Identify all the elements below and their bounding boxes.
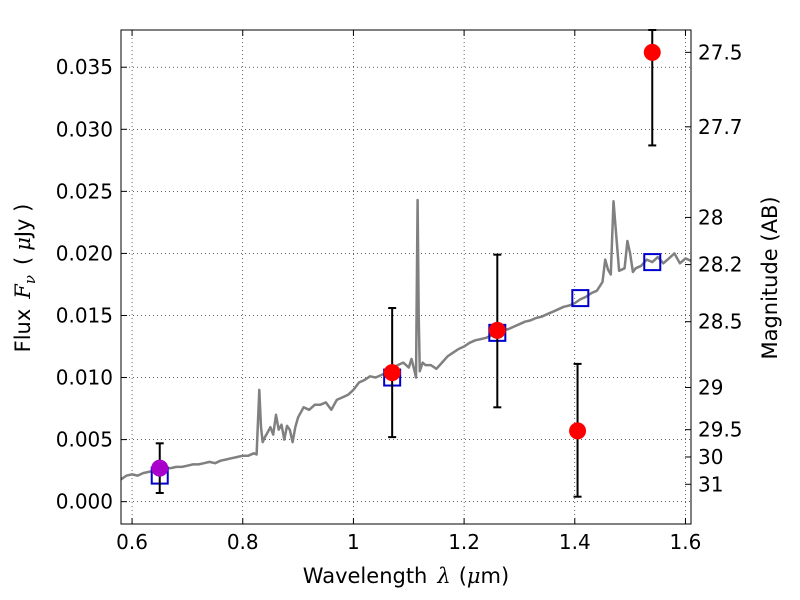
y-tick-label: 0.015: [56, 303, 113, 327]
y-axis-label: FluxFν(μJy ): [11, 204, 39, 353]
y-tick-label: 0.020: [56, 241, 113, 265]
x-axis-label: Wavelength λ (μm): [303, 564, 509, 588]
y2-axis-label: Magnitude (AB): [758, 196, 782, 359]
y2-tick-label: 29: [698, 375, 723, 399]
observed-point: [488, 321, 506, 339]
x-tick-label: 1.6: [670, 530, 702, 554]
y2-tick-label: 28.5: [698, 310, 743, 334]
plot-frame: [120, 29, 692, 525]
y2-tick-label: 30: [698, 445, 723, 469]
observed-point: [569, 422, 587, 440]
y-tick-label: 0.030: [56, 117, 113, 141]
x-tick-label: 0.8: [227, 530, 259, 554]
model-point: [643, 253, 662, 272]
x-tick-label: 1.2: [448, 530, 480, 554]
x-tick-label: 1.4: [559, 530, 591, 554]
model-point: [571, 289, 590, 308]
y2-tick-label: 27.7: [698, 115, 743, 139]
grid: [121, 30, 691, 524]
y2-tick-label: 28: [698, 205, 723, 229]
y-tick-label: 0.035: [56, 55, 113, 79]
x-tick-label: 0.6: [116, 530, 148, 554]
y2-tick-label: 28.2: [698, 253, 743, 277]
y-tick-label: 0.005: [56, 428, 113, 452]
observed-point: [643, 43, 661, 61]
y2-tick-label: 29.5: [698, 418, 743, 442]
plot-area: [121, 29, 691, 498]
observed-point-alt: [151, 459, 169, 477]
y-tick-label: 0.025: [56, 179, 113, 203]
spectrum-line: [121, 198, 691, 481]
y2-tick-label: 27.5: [698, 40, 743, 64]
observed-point: [383, 364, 401, 382]
y-tick-label: 0.010: [56, 366, 113, 390]
y2-tick-label: 31: [698, 472, 723, 496]
axis-ticks: 0.6 0.8 1 1.2 1.4 1.6 0.000 0.005 0.010 0.015 0.02…: [56, 30, 743, 554]
x-tick-label: 1: [347, 530, 360, 554]
y-tick-label: 0.000: [56, 490, 113, 514]
